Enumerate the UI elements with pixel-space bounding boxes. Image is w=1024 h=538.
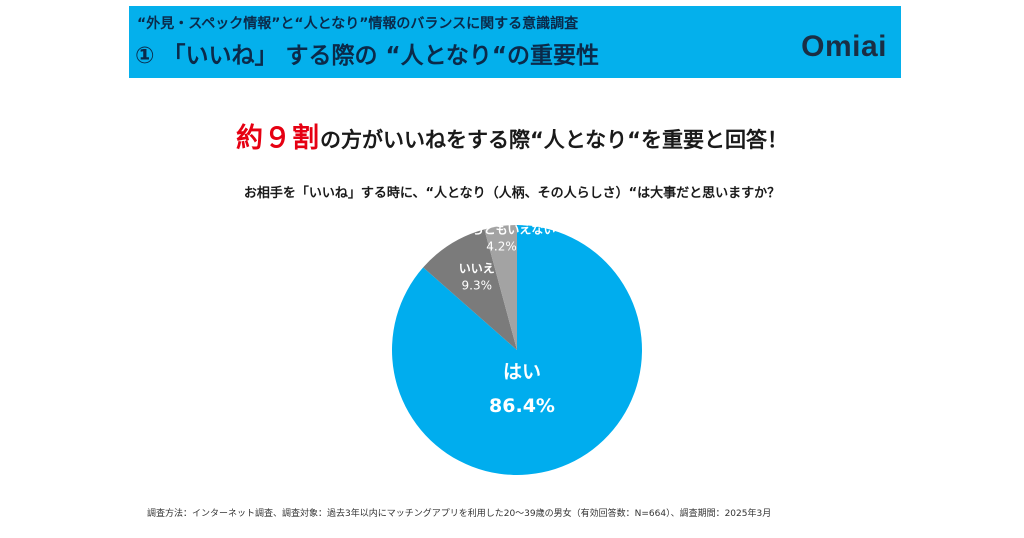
headline: 約９割の方がいいねをする際“人となり“を重要と回答！ (0, 116, 1024, 155)
headline-rest: の方がいいねをする際“人となり“を重要と回答！ (320, 128, 788, 152)
pie-value-3: 4.2% (486, 240, 517, 254)
survey-footnote: 調査方法：インターネット調査、調査対象：過去3年以内にマッチングアプリを利用した… (147, 509, 772, 519)
banner-title: ① 「いいね」 する際の “人となり“の重要性 (135, 43, 600, 69)
banner-subtitle: “外見・スペック情報”と“人となり”情報のバランスに関する意識調査 (137, 16, 579, 32)
pie-slice-3 (484, 225, 517, 350)
omiai-logo: Omiai (801, 30, 887, 63)
pie-value-2: 9.3% (462, 279, 493, 293)
pie-label-3: どちらともいえない (448, 223, 556, 237)
pie-value-1: 86.4% (489, 395, 555, 417)
headline-accent: 約９割 (236, 123, 320, 154)
header-banner: “外見・スペック情報”と“人となり”情報のバランスに関する意識調査 ① 「いいね… (129, 6, 901, 78)
survey-question: お相手を「いいね」する時に、“人となり（人柄、その人らしさ）“は大事だと思います… (243, 186, 781, 201)
pie-label-1: はい (503, 361, 541, 383)
pie-label-2: いいえ (459, 262, 495, 276)
pie-slice-2 (423, 229, 517, 350)
